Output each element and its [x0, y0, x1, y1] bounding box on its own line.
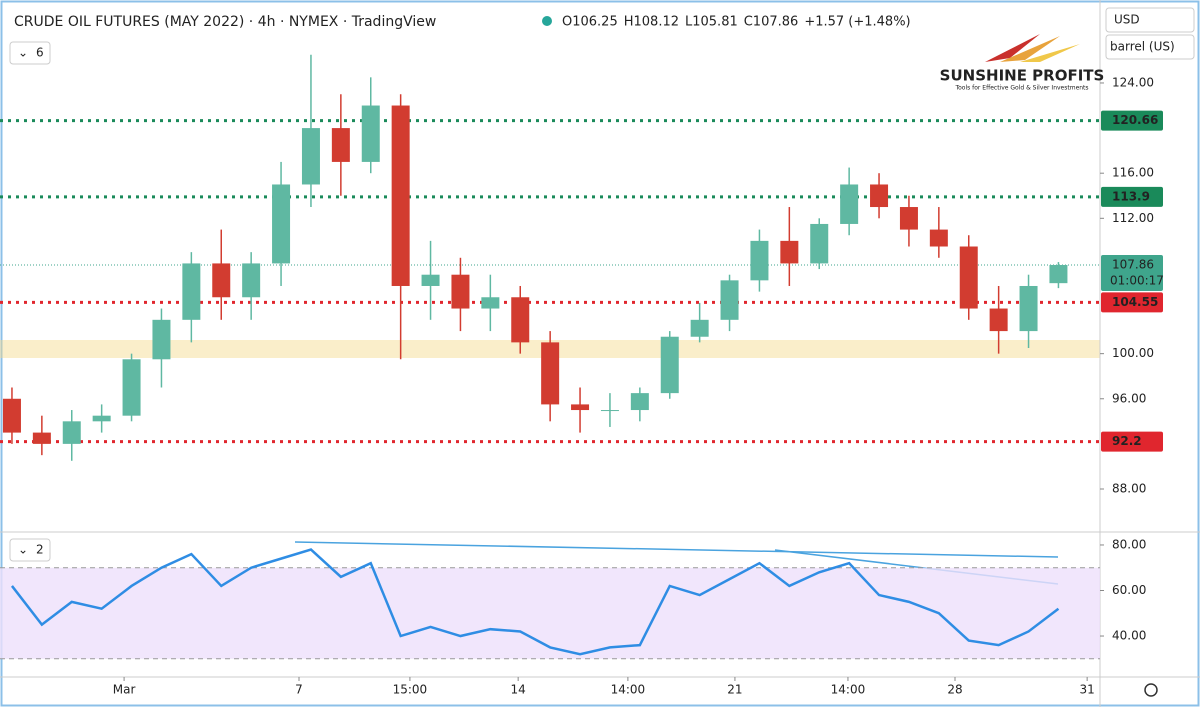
level-tag	[1101, 110, 1163, 131]
candle-body	[152, 319, 171, 360]
settings-icon[interactable]	[1144, 683, 1158, 697]
level-label: 113.9	[1112, 189, 1150, 203]
candle-body	[810, 223, 829, 264]
candle-body	[690, 319, 709, 337]
ohlc-value: L105.81	[685, 15, 738, 30]
ohlc-legend: O106.25 H108.12 L105.81 C107.86 +1.57 (+1.48…	[562, 15, 911, 30]
candle-body	[959, 246, 978, 309]
countdown: 01:00:17	[1110, 274, 1164, 288]
candle-body	[660, 336, 679, 394]
x-tick-label: 7	[295, 683, 303, 697]
candle-body	[301, 128, 320, 185]
candle-body	[780, 240, 799, 264]
indicator-count: 2	[36, 543, 44, 557]
y-tick-label: 100.00	[1112, 346, 1154, 360]
candle-body	[481, 297, 500, 309]
candle-body	[92, 415, 111, 422]
level-label: 104.55	[1112, 295, 1158, 309]
unit: barrel (US)	[1110, 40, 1175, 54]
candle-body	[929, 229, 948, 247]
candle-body	[600, 410, 619, 412]
ohlc-value: O106.25	[562, 15, 618, 30]
indicator-arrow: ⌄	[18, 543, 28, 557]
gear[interactable]	[1144, 683, 1158, 697]
last-price-label: 107.86	[1112, 258, 1154, 272]
indicator-arrow: ⌄	[18, 46, 28, 60]
logo-swoosh	[985, 34, 1040, 62]
unit-select[interactable]	[1105, 34, 1195, 60]
candle-body	[1049, 265, 1068, 284]
x-tick-label: 15:00	[393, 683, 428, 697]
x-tick-label: 14	[511, 683, 526, 697]
candle-body	[122, 359, 141, 416]
logo-tagline: Tools for Effective Gold & Silver Invest…	[954, 85, 1088, 92]
x-tick-label: 14:00	[831, 683, 866, 697]
logo-swoosh	[1020, 44, 1080, 62]
candle-body	[451, 274, 470, 309]
currency: USD	[1114, 13, 1140, 27]
rsi-band	[0, 567, 1100, 659]
logo: SUNSHINE PROFITS Tools for Effective Gol…	[940, 34, 1105, 92]
candle-body	[62, 421, 81, 444]
candle-body	[720, 280, 739, 320]
indicator-count: 6	[36, 46, 44, 60]
level-tag	[1101, 431, 1163, 452]
candle-body	[989, 308, 1008, 332]
y-tick-label: 116.00	[1112, 166, 1154, 180]
x-tick-label: 21	[727, 683, 742, 697]
candle-body	[421, 274, 440, 286]
x-tick-label: 28	[947, 683, 962, 697]
candle-body	[212, 263, 231, 298]
candle-body	[630, 393, 649, 411]
level-tag	[1101, 292, 1163, 313]
rsi-line	[10, 548, 1060, 656]
candle-body	[182, 263, 201, 320]
x-tick-label: 31	[1080, 683, 1095, 697]
indicator-toggle[interactable]	[9, 41, 51, 65]
candle-body	[840, 184, 859, 224]
candle-body	[870, 184, 889, 208]
y-tick-label: 88.00	[1112, 481, 1146, 495]
rsi-y-tick-label: 40.00	[1112, 629, 1146, 643]
candle-body	[511, 297, 530, 343]
candle-body	[750, 240, 769, 281]
candle-body	[2, 398, 21, 433]
candle-body	[272, 184, 291, 264]
logo-swoosh	[1000, 36, 1060, 62]
candle-body	[391, 105, 410, 286]
ohlc-value: +1.57 (+1.48%)	[804, 15, 910, 30]
y-tick-label: 96.00	[1112, 391, 1146, 405]
status-dot	[542, 16, 552, 26]
candle-body	[571, 404, 590, 411]
candle-body	[541, 342, 560, 405]
ohlc-value: H108.12	[624, 15, 679, 30]
level-label: 92.2	[1112, 434, 1142, 448]
chart-title: CRUDE OIL FUTURES (MAY 2022) · 4h · NYME…	[14, 14, 436, 30]
indicator-toggle[interactable]	[9, 538, 51, 562]
candle-body	[361, 105, 380, 162]
last-price-tag	[1101, 255, 1163, 292]
candle-body	[331, 128, 350, 162]
currency-select[interactable]	[1105, 7, 1195, 33]
level-label: 120.66	[1112, 113, 1158, 127]
ohlc-value: C107.86	[744, 15, 799, 30]
candle-body	[899, 207, 918, 230]
x-tick-label: 14:00	[611, 683, 646, 697]
x-tick-label: Mar	[113, 683, 136, 697]
y-tick-label: 112.00	[1112, 211, 1154, 225]
candle-body	[1019, 285, 1038, 332]
candle-body	[32, 432, 51, 444]
candle-body	[242, 263, 261, 298]
rsi-y-tick-label: 60.00	[1112, 583, 1146, 597]
logo-name: SUNSHINE PROFITS	[940, 67, 1105, 85]
y-tick-label: 124.00	[1112, 75, 1154, 89]
rsi-y-tick-label: 80.00	[1112, 537, 1146, 551]
level-tag	[1101, 186, 1163, 207]
trendline	[294, 541, 1059, 558]
